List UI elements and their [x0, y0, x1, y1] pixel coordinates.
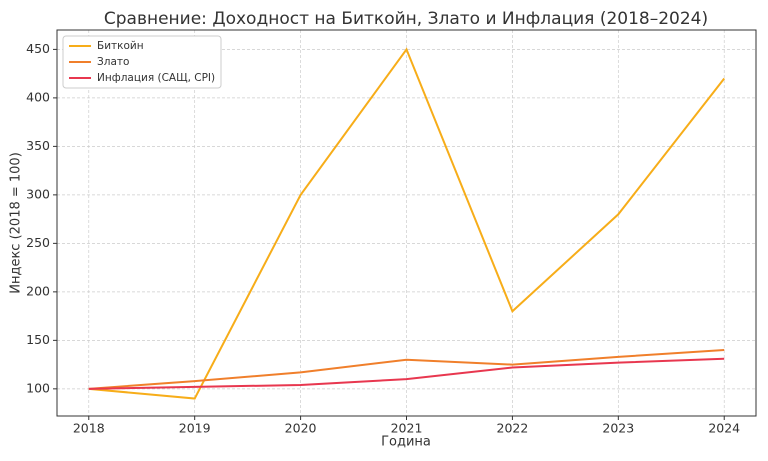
legend-box	[62, 35, 222, 89]
y-tick-label: 250	[26, 235, 50, 250]
y-axis-label: Индекс (2018 = 100)	[9, 152, 24, 294]
legend-label: Биткойн	[97, 40, 144, 52]
series-line	[88, 47, 726, 400]
y-tick-label: 150	[26, 332, 50, 347]
y-tick-label: 300	[26, 186, 50, 201]
series-line	[88, 349, 725, 390]
x-tick-label: 2018	[73, 421, 105, 436]
x-tick-label: 2024	[708, 421, 740, 436]
x-axis-label: Година	[381, 435, 431, 450]
legend-label: Инфлация (САЩ, CPI)	[97, 72, 215, 84]
x-tick-label: 2023	[602, 421, 634, 436]
y-tick-label: 200	[26, 283, 50, 298]
x-tick-label: 2019	[179, 421, 211, 436]
x-tick-label: 2021	[391, 421, 423, 436]
chart-title: Сравнение: Доходност на Биткойн, Злато и…	[104, 9, 708, 29]
y-tick-label: 450	[26, 41, 50, 56]
x-tick-label: 2020	[285, 421, 317, 436]
plot-frame	[56, 29, 757, 417]
y-tick-label: 350	[26, 138, 50, 153]
series-line	[88, 357, 725, 390]
legend-label: Злато	[97, 56, 129, 68]
y-tick-label: 400	[26, 89, 50, 104]
y-tick-label: 100	[26, 380, 50, 395]
x-tick-label: 2022	[497, 421, 529, 436]
